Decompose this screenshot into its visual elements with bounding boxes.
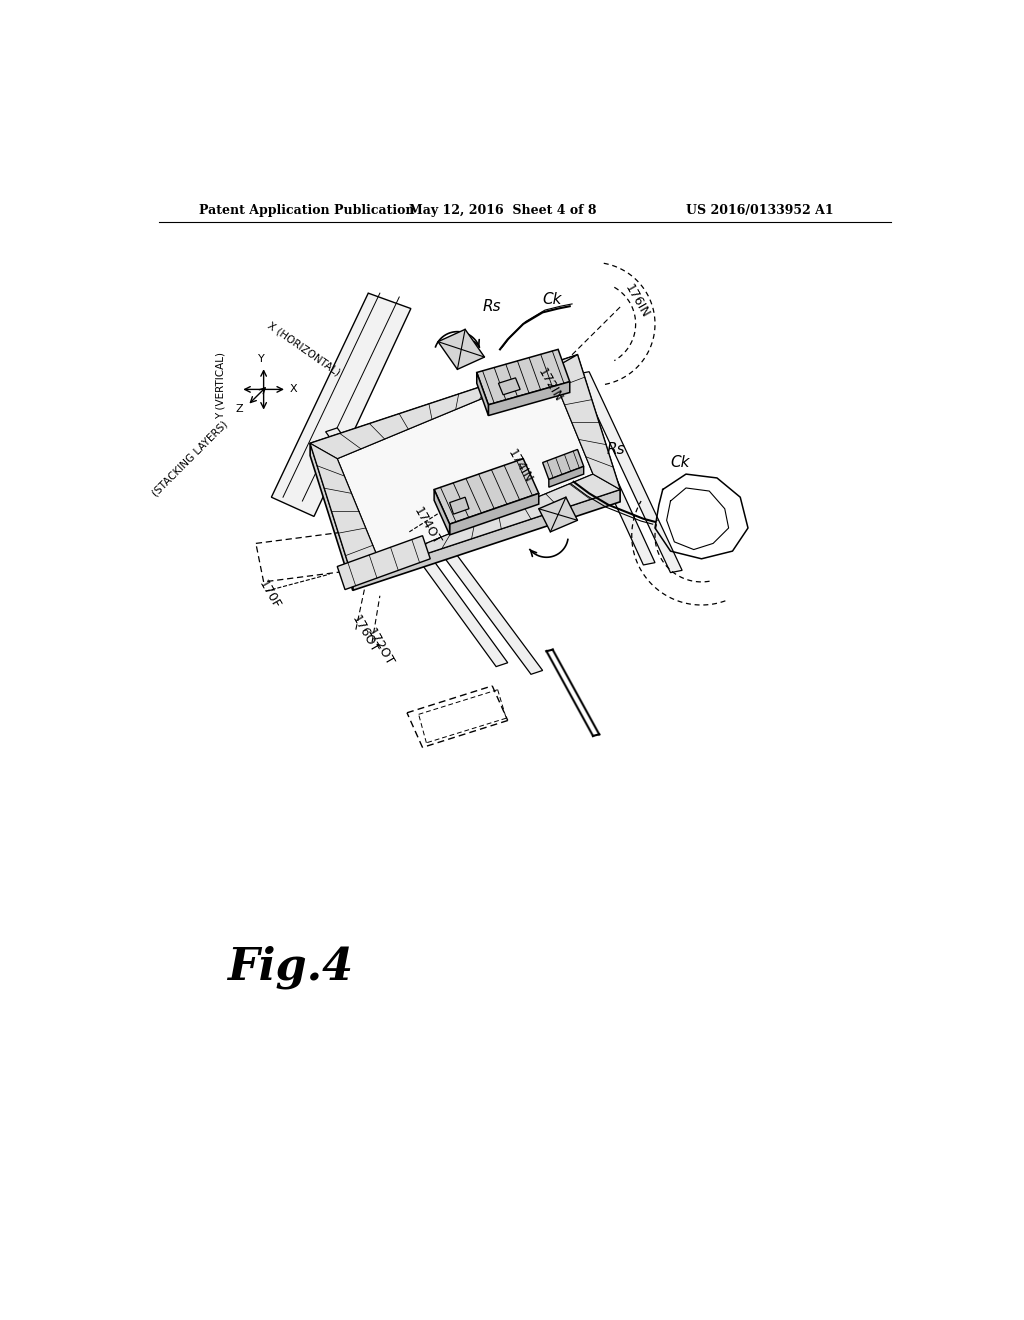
Text: Y: Y: [258, 354, 264, 363]
Text: 176OT: 176OT: [349, 612, 381, 656]
Polygon shape: [488, 381, 569, 416]
Polygon shape: [450, 498, 469, 515]
Polygon shape: [539, 498, 578, 532]
Polygon shape: [434, 459, 539, 524]
Text: Fig.4: Fig.4: [227, 945, 353, 989]
Polygon shape: [578, 372, 682, 573]
Text: X (HORIZONTAL): X (HORIZONTAL): [266, 321, 342, 378]
Polygon shape: [271, 293, 411, 516]
Text: Patent Application Publication: Patent Application Publication: [200, 205, 415, 218]
Polygon shape: [477, 372, 488, 416]
Text: 172OT: 172OT: [365, 626, 396, 668]
Polygon shape: [326, 428, 508, 667]
Polygon shape: [310, 355, 578, 459]
Polygon shape: [352, 474, 621, 578]
Polygon shape: [438, 330, 484, 370]
Text: Ck: Ck: [543, 292, 562, 306]
Text: X: X: [290, 384, 298, 395]
Text: US 2016/0133952 A1: US 2016/0133952 A1: [686, 205, 834, 218]
Text: May 12, 2016  Sheet 4 of 8: May 12, 2016 Sheet 4 of 8: [409, 205, 596, 218]
Polygon shape: [549, 466, 584, 487]
Text: (STACKING LAYERS): (STACKING LAYERS): [151, 418, 229, 499]
Polygon shape: [337, 370, 593, 562]
Polygon shape: [310, 355, 621, 578]
Text: 174IN: 174IN: [506, 447, 536, 486]
Polygon shape: [356, 436, 543, 675]
Text: 170F: 170F: [256, 578, 283, 611]
Polygon shape: [450, 494, 539, 535]
Polygon shape: [477, 350, 569, 405]
Text: Rs: Rs: [607, 442, 626, 457]
Polygon shape: [352, 490, 621, 590]
Text: Y (VERTICAL): Y (VERTICAL): [216, 352, 226, 418]
Polygon shape: [310, 444, 380, 578]
Text: Ck: Ck: [671, 455, 690, 470]
Polygon shape: [550, 355, 621, 490]
Text: 176IN: 176IN: [623, 281, 652, 319]
Polygon shape: [550, 360, 655, 565]
Text: 174OT: 174OT: [411, 506, 442, 548]
Polygon shape: [499, 378, 520, 395]
Polygon shape: [337, 536, 430, 590]
Text: Z: Z: [236, 404, 244, 414]
Polygon shape: [543, 449, 584, 479]
Polygon shape: [310, 444, 352, 590]
Text: Rs: Rs: [483, 298, 502, 314]
Text: 172IN: 172IN: [535, 367, 564, 405]
Polygon shape: [434, 490, 450, 535]
